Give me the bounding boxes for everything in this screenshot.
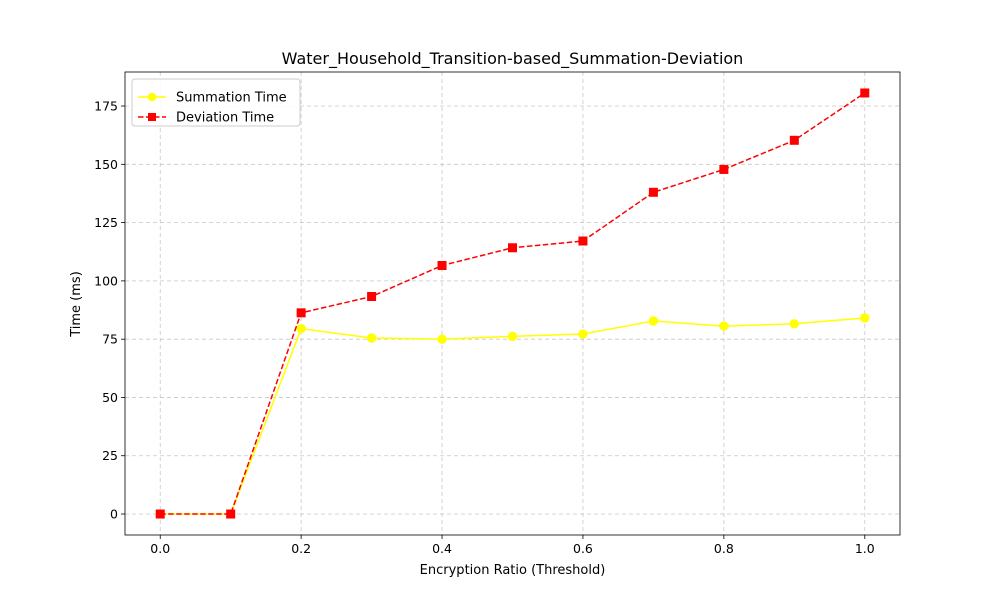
deviation-time-point — [578, 236, 588, 246]
x-tick-label: 0.0 — [150, 541, 170, 556]
summation-time-point — [719, 321, 729, 331]
legend: Summation Time Deviation Time — [131, 78, 301, 127]
y-tick-label: 0 — [110, 507, 118, 522]
deviation-time-point — [155, 509, 165, 519]
x-tick-label: 0.4 — [432, 541, 452, 556]
summation-time-point — [366, 333, 377, 343]
deviation-time-point — [226, 509, 236, 519]
plot-frame — [124, 71, 901, 536]
deviation-time-point — [789, 135, 799, 145]
deviation-time-point — [508, 243, 517, 253]
summation-time-legend-label: Summation Time — [176, 91, 287, 106]
series-layer — [155, 88, 870, 519]
summation-time-legend-marker — [147, 92, 157, 102]
deviation-time-legend-marker — [148, 113, 156, 121]
axis-ticks: 0.0 0.2 0.4 0.6 0.8 1.0 0 25 50 75 100 125 150 175 — [94, 99, 875, 556]
y-axis-label: Time (ms) — [69, 271, 84, 338]
y-tick-label: 175 — [94, 99, 118, 114]
summation-time-point — [296, 323, 306, 334]
x-axis-label: Encryption Ratio (Threshold) — [420, 563, 606, 578]
summation-time-point — [437, 334, 447, 344]
legend-box — [131, 78, 301, 127]
y-tick-label: 25 — [102, 448, 118, 463]
deviation-time-point — [719, 164, 729, 174]
deviation-time-point — [296, 308, 306, 318]
x-tick-label: 0.6 — [573, 541, 593, 556]
deviation-time-point — [437, 260, 447, 270]
y-tick-label: 50 — [102, 390, 118, 405]
y-tick-label: 125 — [94, 215, 118, 230]
x-tick-label: 0.8 — [714, 541, 734, 556]
deviation-time-point — [648, 187, 658, 197]
y-tick-label: 150 — [94, 157, 118, 172]
summation-time-point — [648, 316, 659, 326]
deviation-time-legend-label: Deviation Time — [176, 111, 274, 126]
y-tick-label: 100 — [94, 273, 118, 288]
summation-time-point — [860, 313, 870, 323]
summation-time-point — [789, 319, 800, 329]
y-tick-label: 75 — [102, 332, 118, 347]
chart-title: Water_Household_Transition-based_Summati… — [282, 49, 744, 69]
deviation-time-point — [860, 88, 870, 98]
summation-time-point — [578, 329, 588, 339]
summation-time-point — [507, 331, 518, 342]
x-tick-label: 1.0 — [855, 541, 875, 556]
deviation-time-point — [367, 292, 377, 302]
x-tick-label: 0.2 — [291, 541, 311, 556]
